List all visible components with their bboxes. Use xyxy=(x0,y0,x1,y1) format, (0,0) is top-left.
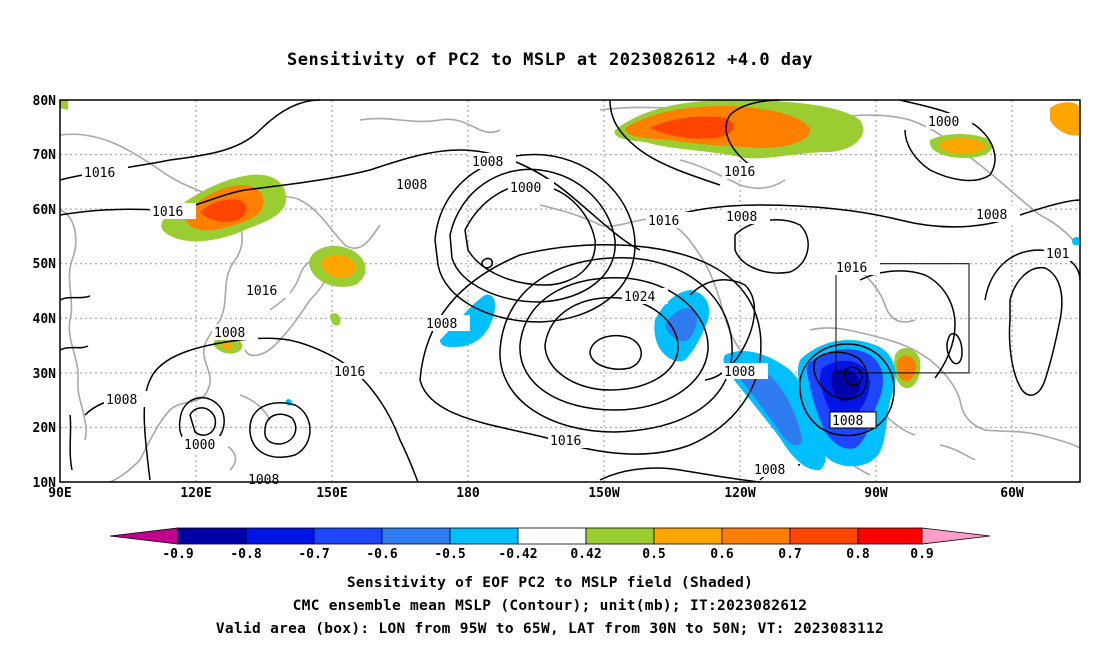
colorbar-cell xyxy=(109,527,179,545)
contour-label: 1000 xyxy=(510,181,541,196)
colorbar-tick: 0.42 xyxy=(570,547,601,562)
map-title: Sensitivity of PC2 to MSLP at 2023082612… xyxy=(286,50,813,70)
contour-label: 1008 xyxy=(472,155,503,170)
contour-label: 1000 xyxy=(928,115,959,130)
lon-label: 150E xyxy=(316,486,347,501)
colorbar-tick: -0.42 xyxy=(498,547,537,562)
lat-label: 20N xyxy=(33,421,57,436)
contour-label: 1008 xyxy=(724,365,755,380)
contour-label: 1008 xyxy=(396,178,427,193)
contour-label: 1016 xyxy=(246,284,277,299)
contour-label: 1000 xyxy=(184,438,215,453)
colorbar-cell xyxy=(313,527,383,545)
contour-label: 1016 xyxy=(550,434,581,449)
lat-label: 40N xyxy=(33,312,57,327)
lat-label: 80N xyxy=(33,94,57,109)
colorbar-tick: -0.6 xyxy=(366,547,397,562)
colorbar-tick: -0.5 xyxy=(434,547,465,562)
lon-label: 120E xyxy=(180,486,211,501)
colorbar-cell xyxy=(857,527,923,545)
lon-label: 60W xyxy=(1000,486,1024,501)
colorbar-tick: 0.5 xyxy=(642,547,665,562)
colorbar: -0.9 -0.8 -0.7 -0.6 -0.5 -0.42 0.42 0.5 … xyxy=(109,527,991,562)
longitude-labels: 90E 120E 150E 180 150W 120W 90W 60W xyxy=(48,486,1024,501)
colorbar-cell xyxy=(789,527,859,545)
contour-label: 1008 xyxy=(248,473,279,488)
colorbar-cell xyxy=(921,527,991,545)
contour-label: 1008 xyxy=(214,326,245,341)
contour-label: 1008 xyxy=(726,210,757,225)
contour-label: 1008 xyxy=(754,463,785,478)
latitude-labels: 80N 70N 60N 50N 40N 30N 20N 10N xyxy=(33,94,57,491)
contour-label: 1016 xyxy=(836,261,867,276)
lon-label: 180 xyxy=(456,486,480,501)
contour-labels: 1016 1016 1008 1000 1008 1016 1008 1016 xyxy=(82,113,1080,488)
map-frame xyxy=(59,99,1081,483)
contour-label: 1016 xyxy=(724,165,755,180)
lat-label: 50N xyxy=(33,257,57,272)
colorbar-cell xyxy=(653,527,723,545)
positive-sensitivity xyxy=(60,100,1080,389)
contour-label: 1008 xyxy=(426,317,457,332)
colorbar-tick: -0.9 xyxy=(162,547,193,562)
contour-label: 1008 xyxy=(976,208,1007,223)
lat-label: 70N xyxy=(33,148,57,163)
contour-label: 101 xyxy=(1046,247,1069,262)
lat-label: 10N xyxy=(33,476,57,491)
colorbar-cell xyxy=(449,527,519,545)
contour-label: 1016 xyxy=(84,166,115,181)
colorbar-cell xyxy=(177,527,247,545)
colorbar-ticks: -0.9 -0.8 -0.7 -0.6 -0.5 -0.42 0.42 0.5 … xyxy=(162,547,933,562)
colorbar-tick: -0.7 xyxy=(298,547,329,562)
colorbar-cell xyxy=(585,527,655,545)
contour-label: 1024 xyxy=(624,290,655,305)
caption-line-1: Sensitivity of EOF PC2 to MSLP field (Sh… xyxy=(346,575,754,591)
contour-label: 1008 xyxy=(832,414,863,429)
contour-label: 1008 xyxy=(106,393,137,408)
lat-label: 30N xyxy=(33,367,57,382)
contour-label: 1016 xyxy=(334,365,365,380)
colorbar-tick: 0.9 xyxy=(910,547,933,562)
contour-label: 1016 xyxy=(648,214,679,229)
lon-label: 90W xyxy=(864,486,888,501)
lon-label: 150W xyxy=(588,486,619,501)
colorbar-cell xyxy=(381,527,451,545)
valid-area-box xyxy=(835,263,970,374)
colorbar-cell xyxy=(245,527,315,545)
lon-label: 90E xyxy=(48,486,71,501)
caption-line-3: Valid area (box): LON from 95W to 65W, L… xyxy=(215,621,885,637)
colorbar-tick: 0.8 xyxy=(846,547,870,562)
colorbar-tick: 0.6 xyxy=(710,547,734,562)
lon-label: 120W xyxy=(724,486,755,501)
caption-line-2: CMC ensemble mean MSLP (Contour); unit(m… xyxy=(292,598,808,614)
colorbar-tick: 0.7 xyxy=(778,547,801,562)
contour-label: 1016 xyxy=(152,205,183,220)
colorbar-tick: -0.8 xyxy=(230,547,261,562)
colorbar-cell xyxy=(517,527,587,545)
map-background xyxy=(60,100,1080,482)
colorbar-cell xyxy=(721,527,791,545)
lat-label: 60N xyxy=(33,203,57,218)
